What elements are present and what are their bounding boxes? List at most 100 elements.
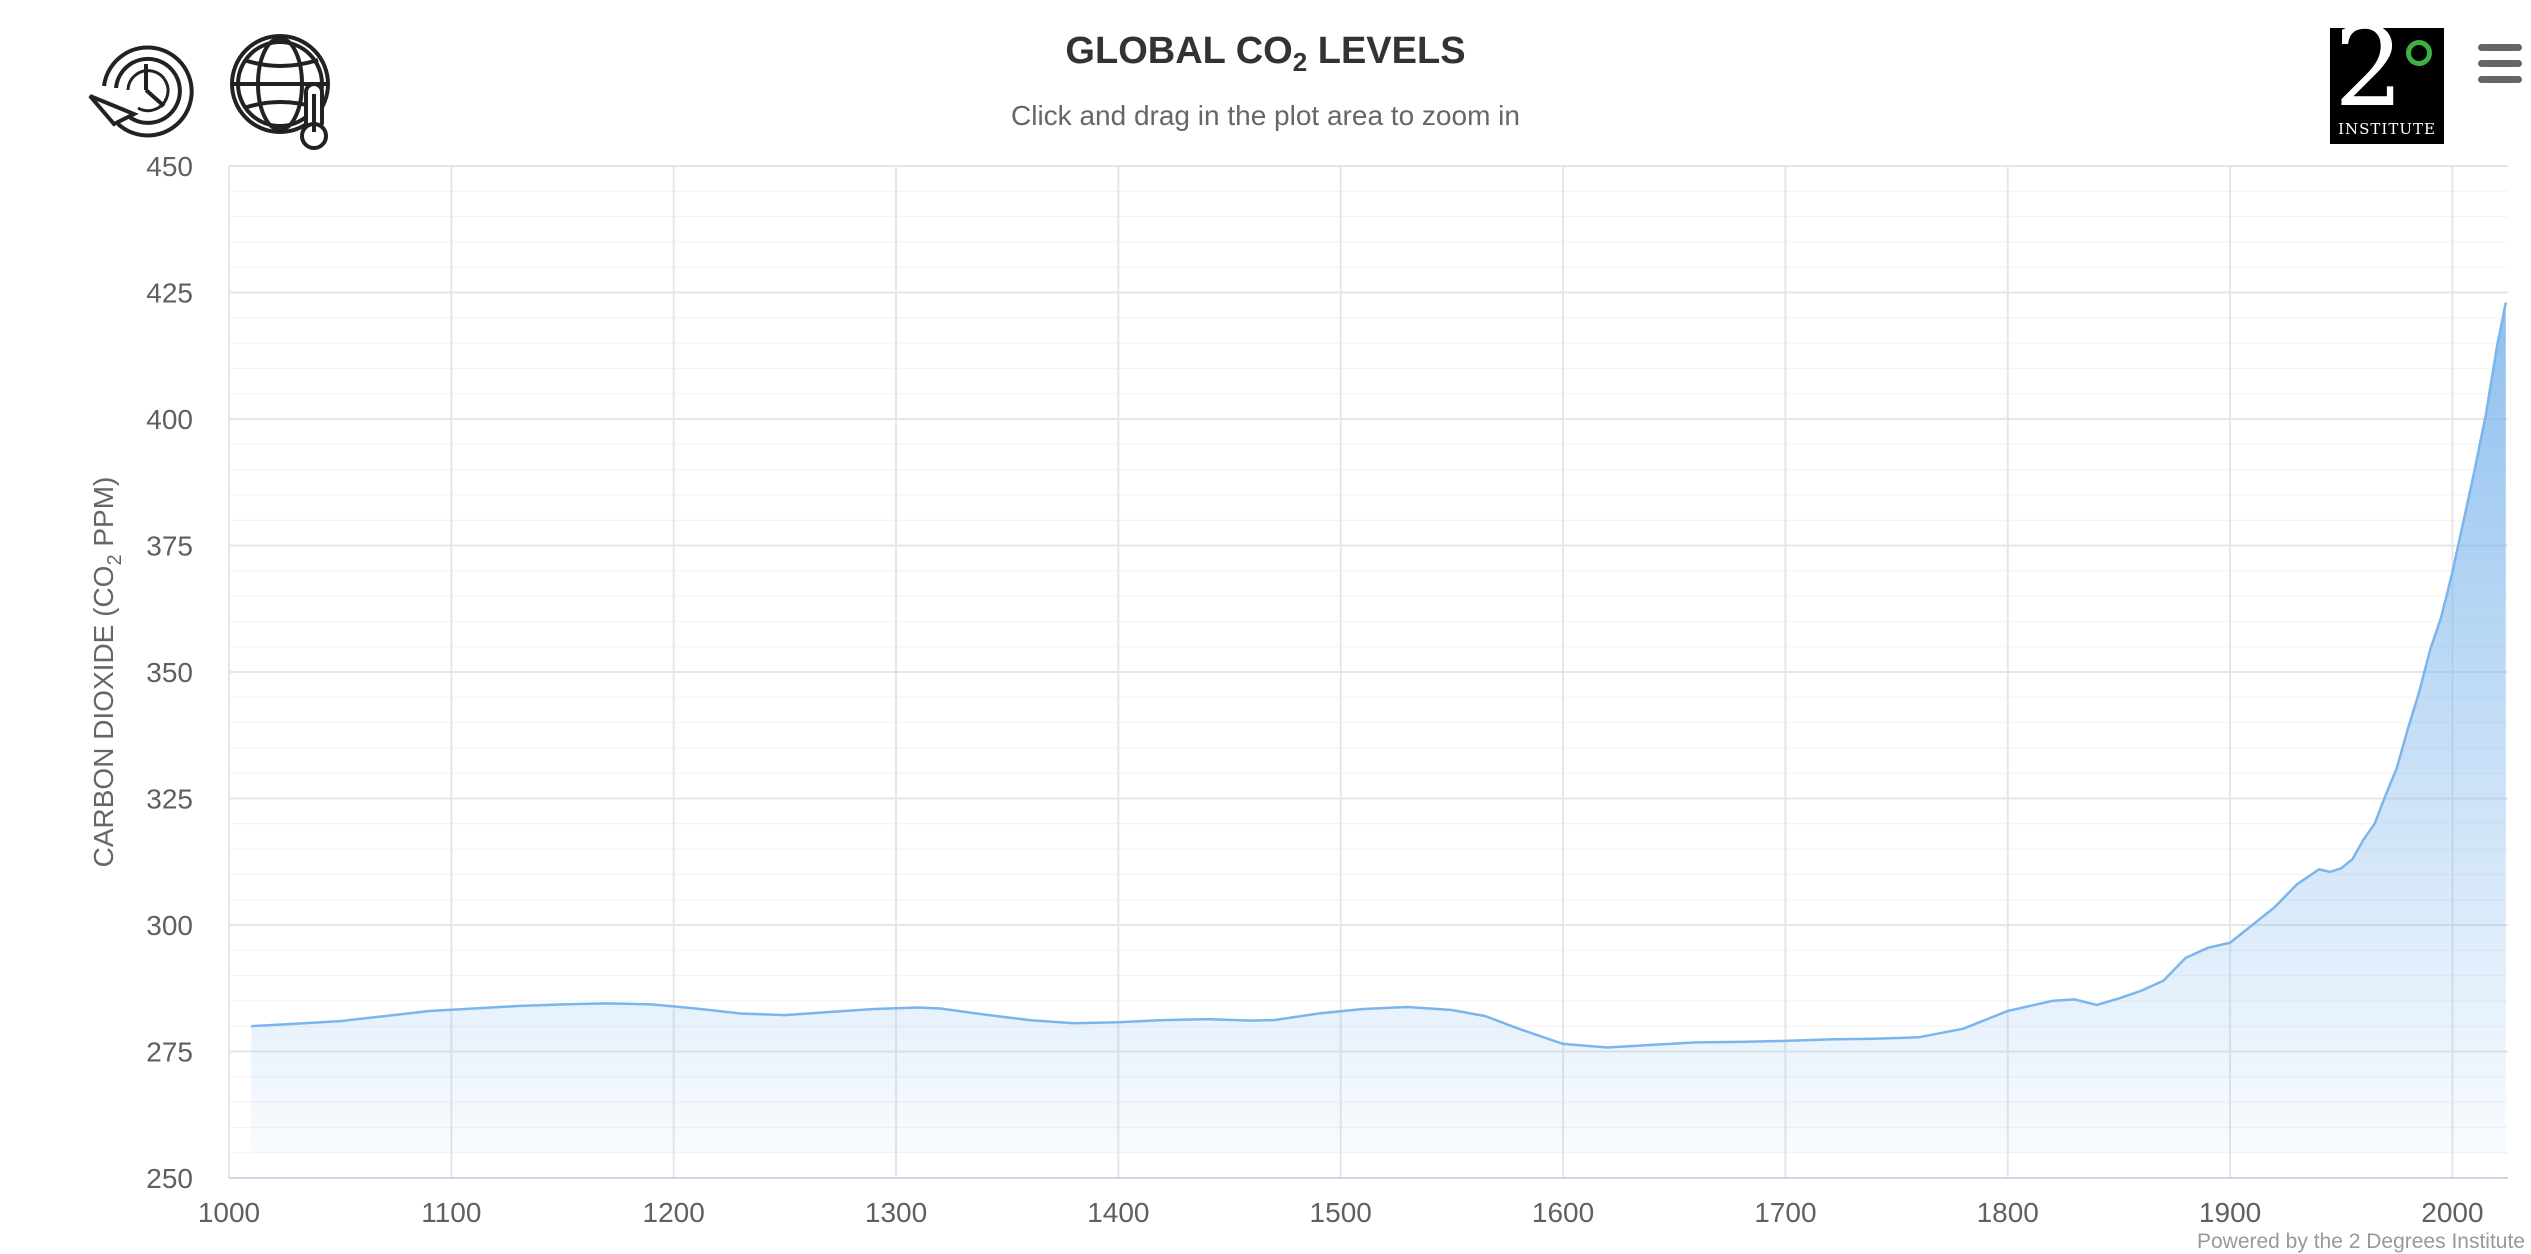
data-point[interactable] bbox=[1695, 1040, 1699, 1044]
data-point[interactable] bbox=[1739, 1040, 1743, 1044]
data-point[interactable] bbox=[827, 1010, 831, 1014]
major-gridlines bbox=[228, 165, 2508, 1179]
data-point[interactable] bbox=[605, 1001, 609, 1005]
data-point[interactable] bbox=[2384, 793, 2388, 797]
data-point[interactable] bbox=[2462, 519, 2466, 523]
data-point[interactable] bbox=[2339, 866, 2343, 870]
y-tick-label: 275 bbox=[146, 1037, 193, 1068]
y-tick-label: 400 bbox=[146, 404, 193, 435]
data-point[interactable] bbox=[472, 1007, 476, 1011]
data-point[interactable] bbox=[1272, 1018, 1276, 1022]
data-point[interactable] bbox=[561, 1002, 565, 1006]
two-degrees-institute-logo[interactable]: 2 INSTITUTE bbox=[2330, 28, 2444, 144]
data-point[interactable] bbox=[338, 1019, 342, 1023]
data-point[interactable] bbox=[2072, 997, 2076, 1001]
data-point[interactable] bbox=[2184, 956, 2188, 960]
data-point[interactable] bbox=[2450, 570, 2454, 574]
data-point[interactable] bbox=[2439, 615, 2443, 619]
data-point[interactable] bbox=[783, 1013, 787, 1017]
data-point[interactable] bbox=[694, 1007, 698, 1011]
data-point[interactable] bbox=[738, 1012, 742, 1016]
y-tick-label: 425 bbox=[146, 278, 193, 309]
data-point[interactable] bbox=[1072, 1021, 1076, 1025]
data-point[interactable] bbox=[1561, 1042, 1565, 1046]
data-point[interactable] bbox=[939, 1007, 943, 1011]
data-point[interactable] bbox=[2395, 766, 2399, 770]
data-point[interactable] bbox=[2406, 727, 2410, 731]
data-point[interactable] bbox=[2295, 883, 2299, 887]
data-point[interactable] bbox=[1650, 1043, 1654, 1047]
data-point[interactable] bbox=[249, 1024, 253, 1028]
data-point[interactable] bbox=[1250, 1019, 1254, 1023]
hamburger-menu-icon[interactable] bbox=[2478, 44, 2522, 90]
data-point[interactable] bbox=[2206, 946, 2210, 950]
data-point[interactable] bbox=[916, 1006, 920, 1010]
data-point[interactable] bbox=[1027, 1018, 1031, 1022]
data-point[interactable] bbox=[2095, 1003, 2099, 1007]
data-point[interactable] bbox=[1783, 1039, 1787, 1043]
data-point[interactable] bbox=[1961, 1027, 1965, 1031]
data-point[interactable] bbox=[1161, 1018, 1165, 1022]
y-tick-label: 450 bbox=[146, 151, 193, 182]
data-point[interactable] bbox=[649, 1002, 653, 1006]
data-point[interactable] bbox=[2417, 690, 2421, 694]
credits-link[interactable]: Powered by the 2 Degrees Institute bbox=[2196, 1230, 2525, 1253]
data-point[interactable] bbox=[2504, 301, 2508, 305]
data-point[interactable] bbox=[2373, 822, 2377, 826]
y-axis-ticks: 250 275 300 325 350 375 400 425 450 bbox=[146, 151, 193, 1194]
data-point[interactable] bbox=[2139, 989, 2143, 993]
data-point[interactable] bbox=[2228, 941, 2232, 945]
co2-area-fill bbox=[251, 302, 2506, 1154]
co2-series[interactable] bbox=[249, 301, 2508, 1154]
data-point[interactable] bbox=[1517, 1027, 1521, 1031]
data-point[interactable] bbox=[294, 1022, 298, 1026]
co2-series-line[interactable] bbox=[251, 302, 2508, 1049]
data-point[interactable] bbox=[2328, 870, 2332, 874]
chart-subtitle: Click and drag in the plot area to zoom … bbox=[1011, 100, 1520, 131]
x-tick-label: 1500 bbox=[1310, 1197, 1372, 1228]
x-tick-label: 1700 bbox=[1754, 1197, 1816, 1228]
data-point[interactable] bbox=[1317, 1012, 1321, 1016]
y-axis-title: CARBON DIOXIDE (CO2 PPM) bbox=[88, 477, 126, 868]
data-point[interactable] bbox=[1450, 1008, 1454, 1012]
data-point[interactable] bbox=[1361, 1007, 1365, 1011]
data-point[interactable] bbox=[2350, 857, 2354, 861]
data-point[interactable] bbox=[2117, 996, 2121, 1000]
data-point[interactable] bbox=[2273, 905, 2277, 909]
history-clock-icon[interactable] bbox=[84, 28, 208, 152]
data-point[interactable] bbox=[383, 1014, 387, 1018]
data-point[interactable] bbox=[1483, 1014, 1487, 1018]
x-tick-label: 1800 bbox=[1977, 1197, 2039, 1228]
x-tick-label: 1100 bbox=[421, 1197, 481, 1228]
data-point[interactable] bbox=[1872, 1037, 1876, 1041]
data-point[interactable] bbox=[2473, 468, 2477, 472]
data-point[interactable] bbox=[2050, 999, 2054, 1003]
globe-thermometer-icon[interactable] bbox=[226, 28, 350, 152]
data-point[interactable] bbox=[2250, 923, 2254, 927]
y-tick-label: 250 bbox=[146, 1163, 193, 1194]
y-tick-label: 350 bbox=[146, 657, 193, 688]
data-point[interactable] bbox=[2317, 867, 2321, 871]
data-point[interactable] bbox=[1917, 1035, 1921, 1039]
data-point[interactable] bbox=[2006, 1009, 2010, 1013]
data-point[interactable] bbox=[1828, 1037, 1832, 1041]
x-tick-label: 1600 bbox=[1532, 1197, 1594, 1228]
y-tick-label: 375 bbox=[146, 531, 193, 562]
data-point[interactable] bbox=[516, 1004, 520, 1008]
data-point[interactable] bbox=[2484, 413, 2488, 417]
data-point[interactable] bbox=[427, 1009, 431, 1013]
data-point[interactable] bbox=[2495, 345, 2499, 349]
data-point[interactable] bbox=[1205, 1017, 1209, 1021]
data-point[interactable] bbox=[1405, 1005, 1409, 1009]
data-point[interactable] bbox=[983, 1013, 987, 1017]
data-point[interactable] bbox=[1116, 1020, 1120, 1024]
x-tick-label: 1000 bbox=[198, 1197, 260, 1228]
data-point[interactable] bbox=[872, 1007, 876, 1011]
data-point[interactable] bbox=[2362, 838, 2366, 842]
data-point[interactable] bbox=[1606, 1046, 1610, 1050]
y-tick-label: 300 bbox=[146, 910, 193, 941]
data-point[interactable] bbox=[2428, 648, 2432, 652]
x-tick-label: 1400 bbox=[1087, 1197, 1149, 1228]
data-point[interactable] bbox=[2161, 979, 2165, 983]
